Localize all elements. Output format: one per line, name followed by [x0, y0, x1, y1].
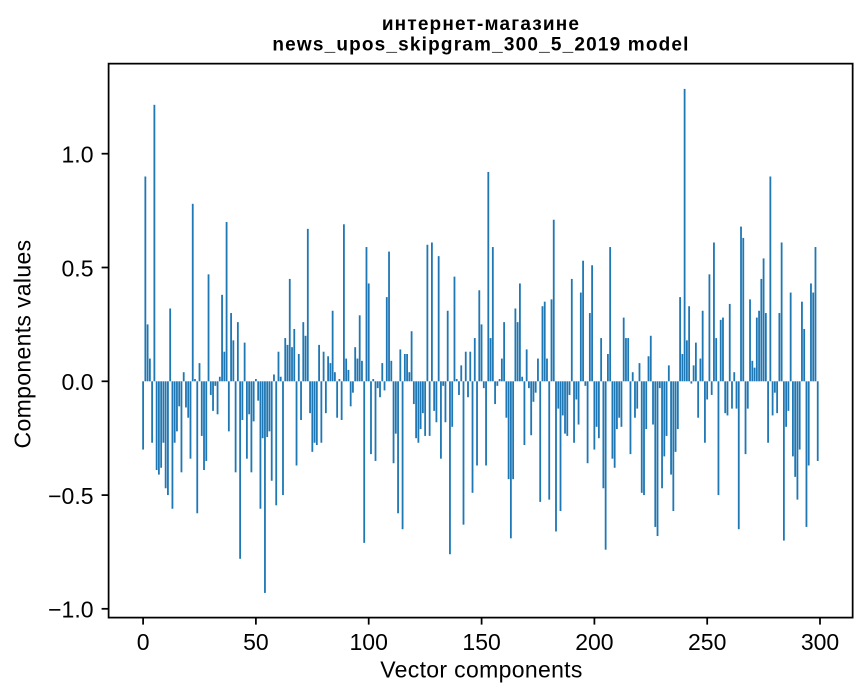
- svg-text:Vector components: Vector components: [380, 657, 583, 683]
- svg-text:news_upos_skipgram_300_5_2019: news_upos_skipgram_300_5_2019 model: [272, 34, 689, 55]
- svg-text:0.5: 0.5: [62, 255, 94, 281]
- svg-text:Components values: Components values: [10, 240, 36, 449]
- svg-text:100: 100: [350, 629, 388, 655]
- svg-text:−1.0: −1.0: [48, 597, 93, 623]
- svg-text:−0.5: −0.5: [48, 483, 93, 509]
- svg-text:200: 200: [575, 629, 613, 655]
- svg-text:1.0: 1.0: [62, 142, 94, 168]
- svg-text:300: 300: [801, 629, 839, 655]
- svg-text:50: 50: [243, 629, 269, 655]
- svg-text:интернет-магазине: интернет-магазине: [382, 14, 580, 35]
- svg-text:0.0: 0.0: [62, 369, 94, 395]
- svg-text:250: 250: [688, 629, 726, 655]
- svg-text:0: 0: [137, 629, 150, 655]
- svg-text:150: 150: [462, 629, 500, 655]
